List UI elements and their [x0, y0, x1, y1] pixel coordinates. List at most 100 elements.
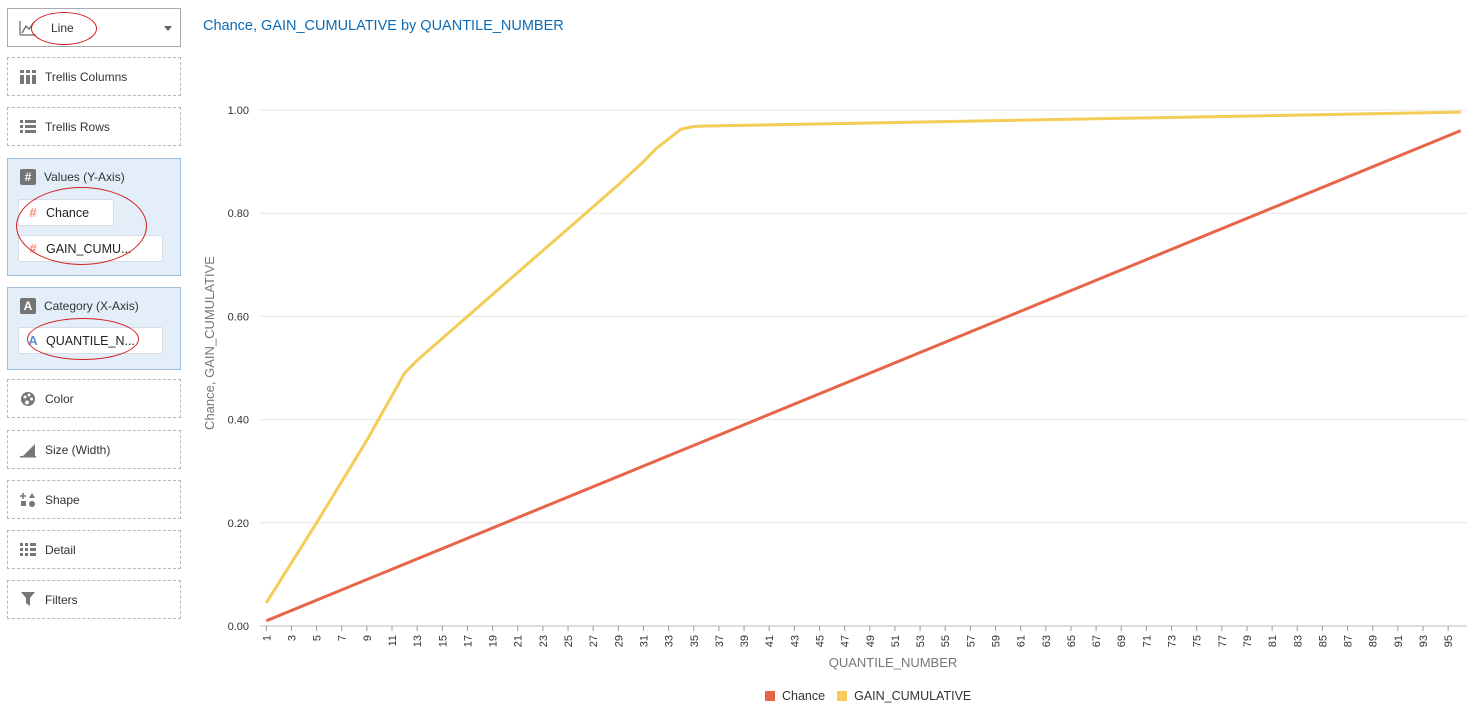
x-tick-label: 45 [814, 635, 826, 647]
x-tick-label: 27 [588, 635, 600, 647]
x-tick-label: 91 [1393, 635, 1405, 647]
x-tick-label: 39 [739, 635, 751, 647]
x-tick-label: 53 [915, 635, 927, 647]
x-tick-label: 43 [789, 635, 801, 647]
x-tick-label: 9 [362, 635, 374, 641]
x-tick-label: 35 [689, 635, 701, 647]
legend-item-chance[interactable]: Chance [765, 689, 825, 703]
y-tick-label: 1.00 [228, 105, 249, 117]
color-dropzone[interactable]: Color [7, 379, 181, 418]
chevron-down-icon [164, 26, 172, 31]
number-icon: # [29, 241, 37, 256]
x-tick-label: 89 [1368, 635, 1380, 647]
legend-swatch [837, 691, 848, 701]
x-tick-label: 67 [1091, 635, 1103, 647]
x-tick-label: 65 [1066, 635, 1078, 647]
shape-dropzone[interactable]: Shape [7, 480, 181, 519]
x-tick-label: 33 [664, 635, 676, 647]
detail-label: Detail [45, 542, 76, 557]
x-tick-label: 17 [462, 635, 474, 647]
values-y-axis-dropzone[interactable]: # Values (Y-Axis) # Chance # GAIN_CUMU..… [7, 158, 181, 276]
category-x-axis-label: Category (X-Axis) [44, 299, 139, 313]
x-tick-label: 13 [412, 635, 424, 647]
detail-icon [19, 541, 37, 559]
chart-type-value: Line [51, 20, 74, 35]
x-tick-label: 61 [1016, 635, 1028, 647]
chart-type-select[interactable]: Line [7, 8, 181, 47]
x-tick-label: 3 [286, 635, 298, 641]
x-tick-label: 71 [1141, 635, 1153, 647]
filters-label: Filters [45, 592, 78, 607]
x-tick-label: 11 [387, 635, 399, 646]
x-tick-label: 31 [638, 635, 650, 647]
size-dropzone[interactable]: Size (Width) [7, 430, 181, 469]
y-tick-label: 0.40 [228, 415, 249, 427]
trellis-columns-dropzone[interactable]: Trellis Columns [7, 57, 181, 96]
shape-label: Shape [45, 492, 80, 507]
y-tick-label: 0.80 [228, 208, 249, 220]
x-tick-label: 75 [1192, 635, 1204, 647]
x-tick-label: 95 [1443, 635, 1455, 647]
x-tick-label: 77 [1217, 635, 1229, 647]
x-tick-label: 15 [437, 635, 449, 647]
color-label: Color [45, 391, 74, 406]
x-tick-label: 81 [1267, 635, 1279, 647]
x-tick-label: 87 [1343, 635, 1355, 647]
chart-title: Chance, GAIN_CUMULATIVE by QUANTILE_NUMB… [203, 18, 564, 34]
series-line-chance[interactable] [265, 129, 1462, 623]
category-item-label: QUANTILE_N... [46, 333, 135, 348]
size-label: Size (Width) [45, 442, 111, 457]
x-tick-label: 63 [1041, 635, 1053, 647]
x-tick-label: 37 [714, 635, 726, 647]
series-line-gain-cumulative[interactable] [265, 110, 1461, 604]
x-tick-label: 21 [513, 635, 525, 647]
y-tick-label: 0.00 [228, 621, 249, 633]
filters-dropzone[interactable]: Filters [7, 580, 181, 619]
number-icon: # [29, 205, 37, 220]
legend-item-gain-cumulative[interactable]: GAIN_CUMULATIVE [837, 689, 971, 703]
x-tick-label: 1 [261, 635, 273, 641]
x-tick-label: 5 [312, 635, 324, 641]
x-tick-label: 47 [840, 635, 852, 647]
y-tick-label: 0.20 [228, 518, 249, 530]
trellis-rows-label: Trellis Rows [45, 119, 110, 134]
legend-swatch [765, 691, 775, 701]
values-y-axis-label: Values (Y-Axis) [44, 170, 125, 184]
size-icon [19, 441, 37, 459]
x-tick-label: 19 [488, 635, 500, 647]
x-tick-label: 79 [1242, 635, 1254, 647]
x-tick-label: 29 [613, 635, 625, 647]
x-tick-label: 59 [991, 635, 1003, 647]
x-tick-label: 85 [1317, 635, 1329, 647]
trellis-rows-icon [19, 118, 37, 136]
detail-dropzone[interactable]: Detail [7, 530, 181, 569]
values-item-gain-cumulative[interactable]: # GAIN_CUMU... [18, 235, 163, 262]
trellis-columns-label: Trellis Columns [45, 69, 128, 84]
x-tick-label: 49 [865, 635, 877, 647]
values-item-chance[interactable]: # Chance [18, 199, 114, 226]
x-tick-label: 73 [1167, 635, 1179, 647]
attribute-icon: A [28, 333, 38, 348]
y-axis-label: Chance, GAIN_CUMULATIVE [202, 256, 217, 430]
legend-label: Chance [782, 689, 826, 703]
x-tick-label: 25 [563, 635, 575, 647]
x-axis-label: QUANTILE_NUMBER [829, 655, 958, 670]
trellis-columns-icon [19, 68, 37, 86]
x-tick-label: 83 [1292, 635, 1304, 647]
x-tick-label: 93 [1418, 635, 1430, 647]
x-tick-label: 69 [1116, 635, 1128, 647]
x-tick-label: 23 [538, 635, 550, 647]
x-tick-label: 51 [890, 635, 902, 647]
values-item-label: Chance [46, 205, 90, 220]
attribute-icon: A [20, 298, 36, 314]
x-tick-label: 7 [337, 635, 349, 641]
legend-label: GAIN_CUMULATIVE [854, 689, 972, 703]
number-icon: # [20, 169, 36, 185]
filter-icon [19, 591, 37, 609]
y-tick-label: 0.60 [228, 311, 249, 323]
trellis-rows-dropzone[interactable]: Trellis Rows [7, 107, 181, 146]
x-tick-label: 57 [965, 635, 977, 647]
shape-icon [19, 491, 37, 509]
x-tick-label: 55 [940, 635, 952, 647]
